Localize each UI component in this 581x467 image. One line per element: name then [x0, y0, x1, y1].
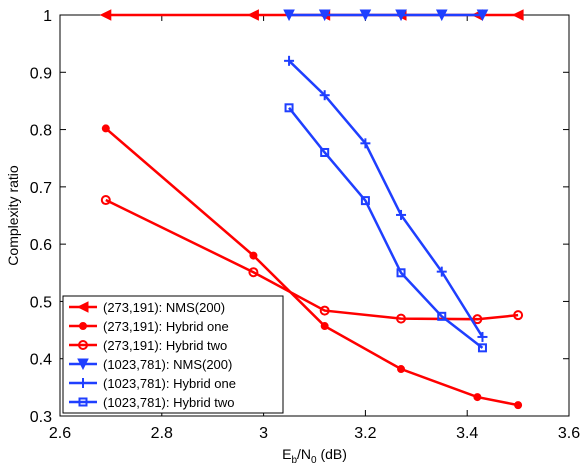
series-line	[105, 198, 519, 321]
plus-marker	[319, 90, 330, 101]
legend-label: (273,191): NMS(200)	[103, 300, 225, 315]
dot-marker	[514, 401, 523, 410]
triangle-down-marker	[435, 9, 448, 22]
x-tick-label: 3	[259, 425, 268, 442]
plus-marker	[477, 331, 488, 342]
y-tick-label: 0.7	[30, 180, 52, 197]
legend-box	[62, 295, 284, 414]
y-tick-label: 0.9	[30, 65, 52, 82]
square-marker	[284, 103, 294, 113]
x-tick-label: 2.6	[49, 425, 71, 442]
triangle-down-marker	[395, 9, 407, 22]
circle-marker	[78, 340, 88, 350]
triangle-down-marker	[476, 9, 489, 22]
legend-entry: (1023,781): NMS(200)	[69, 357, 232, 372]
square-marker	[477, 343, 487, 353]
x-axis-title-tail: (dB)	[317, 446, 347, 462]
y-tick-label: 0.3	[30, 409, 52, 426]
series-2	[101, 124, 523, 410]
triangle-left-marker	[247, 9, 259, 21]
y-tick-label: 0.8	[30, 123, 52, 140]
x-axis-title: Eb/N0 (dB)	[282, 446, 347, 466]
series-5	[284, 55, 488, 342]
x-axis-title-sub-0: 0	[311, 455, 317, 466]
plus-marker	[436, 266, 447, 277]
legend-label: (1023,781): Hybrid two	[103, 395, 235, 410]
circle-marker	[472, 314, 483, 325]
y-axis-title: Complexity ratio	[5, 165, 21, 266]
circle-marker	[396, 313, 407, 324]
dot-marker	[473, 393, 482, 402]
series-4	[283, 9, 489, 22]
x-tick-label: 3.4	[456, 425, 478, 442]
legend-entry: (1023,781): Hybrid one	[69, 376, 236, 391]
x-axis-title-main: E	[282, 446, 291, 462]
series-6	[284, 103, 487, 353]
triangle-down-marker	[283, 9, 295, 22]
square-marker	[360, 196, 370, 206]
triangle-down-marker	[318, 9, 331, 22]
plus-marker	[78, 378, 88, 388]
triangle-left-marker	[76, 301, 89, 313]
circle-marker	[319, 305, 330, 316]
series-3	[100, 195, 524, 325]
y-tick-label: 0.6	[30, 237, 52, 254]
legend-entry: (1023,781): Hybrid two	[69, 395, 235, 410]
series-line	[288, 59, 484, 338]
square-marker	[437, 311, 447, 321]
square-marker	[320, 147, 330, 157]
triangle-left-marker	[511, 9, 524, 21]
legend-entry: (273,191): NMS(200)	[69, 300, 225, 315]
legend-label: (1023,781): Hybrid one	[103, 376, 236, 391]
triangle-down-marker	[359, 9, 372, 22]
axis-ticks: 2.6 2.8 3 3.2 3.4 3.6 0.3 0.4 0.5 0.6 0.7 0.8 0.9 1	[30, 8, 580, 442]
legend-entry: (273,191): Hybrid one	[69, 319, 229, 334]
x-axis-title-mid: /N	[297, 446, 311, 462]
x-tick-label: 2.8	[151, 425, 173, 442]
circle-marker	[100, 195, 111, 206]
legend-entry: (273,191): Hybrid two	[69, 338, 227, 353]
square-marker	[78, 397, 88, 407]
y-tick-label: 0.4	[30, 352, 52, 369]
dot-marker	[101, 124, 110, 133]
dot-marker	[397, 365, 406, 374]
dot-marker	[79, 322, 87, 330]
x-axis-title-sub-b: b	[291, 455, 297, 466]
circle-marker	[248, 267, 259, 278]
dot-marker	[249, 251, 258, 260]
series-line	[104, 127, 519, 407]
triangle-down-marker	[77, 358, 89, 371]
dot-marker	[320, 322, 329, 331]
x-tick-label: 3.6	[558, 425, 580, 442]
plus-marker	[396, 209, 407, 220]
y-tick-label: 0.5	[30, 294, 52, 311]
circle-marker	[513, 310, 524, 321]
series-line	[288, 107, 484, 349]
legend-label: (273,191): Hybrid one	[103, 319, 229, 334]
legend-label: (1023,781): NMS(200)	[103, 357, 232, 372]
legend: (273,191): NMS(200) (273,191): Hybrid one…	[62, 295, 284, 414]
series-layer	[99, 9, 524, 410]
x-tick-label: 3.2	[354, 425, 376, 442]
plus-marker	[360, 138, 371, 149]
square-marker	[396, 268, 406, 278]
plus-marker	[284, 55, 295, 66]
triangle-left-marker	[99, 9, 112, 21]
legend-label: (273,191): Hybrid two	[103, 338, 227, 353]
y-tick-label: 1	[43, 8, 52, 25]
